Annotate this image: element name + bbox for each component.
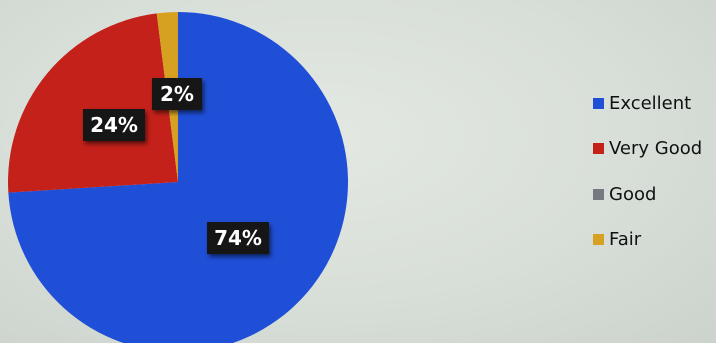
data-label-text-very-good: 24% [90,113,138,137]
pie-slice-very-good [8,13,179,193]
data-label-text-fair: 2% [160,82,194,106]
data-label-box-very-good [83,109,145,141]
pie-slice-excellent [8,12,348,343]
legend-swatch-fair [593,234,604,245]
legend-item-very-good: Very Good [593,138,702,160]
data-label-fair: 2% [152,78,202,110]
legend-swatch-very-good [593,143,604,154]
data-label-box-excellent [207,222,269,254]
legend-swatch-good [593,188,604,200]
legend-label-good: Good [609,183,657,205]
legend-item-good: Good [593,183,702,205]
data-label-very-good: 24% [83,109,145,141]
legend-label-fair: Fair [609,229,642,250]
legend-label-very-good: Very Good [609,138,703,159]
chart-legend: Excellent Very Good Good Fair [593,92,702,274]
legend-label-excellent: Excellent [609,92,692,114]
data-label-box-fair [152,78,202,110]
legend-swatch-excellent [593,97,604,109]
legend-item-excellent: Excellent [593,92,702,114]
data-label-excellent: 74% [207,222,269,254]
legend-item-fair: Fair [593,229,702,251]
data-label-text-excellent: 74% [214,226,262,250]
